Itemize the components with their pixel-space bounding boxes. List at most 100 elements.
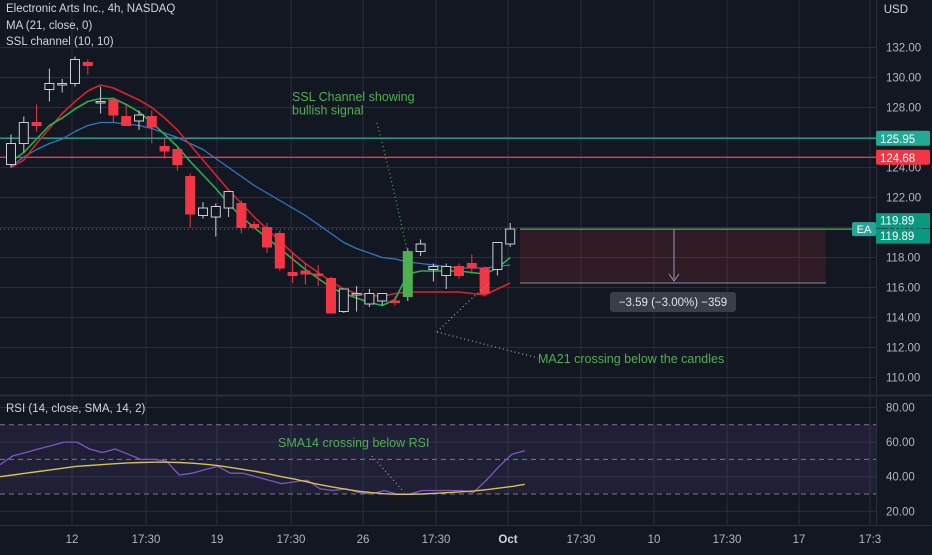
symbol-tag-label: EA bbox=[857, 224, 872, 236]
annotation-ssl-bullish-line: SSL Channel showing bbox=[292, 90, 415, 104]
candle bbox=[31, 104, 42, 132]
candle bbox=[428, 263, 439, 282]
time-axis-tick-label: 17:30 bbox=[132, 534, 161, 546]
annotation-sma14-leader bbox=[371, 455, 405, 493]
candle bbox=[6, 134, 16, 168]
candle-body bbox=[390, 300, 400, 303]
candle-body bbox=[287, 272, 298, 276]
price-line-tag-label: 124.68 bbox=[880, 153, 915, 165]
candle-body bbox=[300, 270, 311, 275]
candle-body bbox=[505, 228, 516, 245]
candle-body bbox=[415, 243, 426, 252]
ma21-line bbox=[10, 121, 511, 269]
candle bbox=[441, 263, 452, 289]
price-axis-tick-label: 128.00 bbox=[886, 103, 921, 115]
candle bbox=[402, 248, 413, 301]
candle bbox=[95, 86, 106, 114]
candle bbox=[326, 277, 336, 314]
candle-body bbox=[82, 62, 93, 66]
countdown-tag-label: 119.89 bbox=[880, 216, 914, 228]
candle bbox=[44, 68, 55, 102]
candle-body bbox=[236, 203, 247, 228]
rsi-axis-tick-label: 60.00 bbox=[886, 437, 915, 449]
candle bbox=[249, 221, 260, 229]
measure-arrow-head bbox=[668, 273, 680, 282]
ssl-green-line bbox=[10, 97, 511, 307]
candle-body bbox=[44, 83, 55, 90]
price-axis-tick-label: 116.00 bbox=[886, 283, 920, 295]
candle bbox=[479, 266, 490, 297]
candle bbox=[223, 191, 234, 217]
candle-body bbox=[70, 59, 80, 84]
last-price-tag bbox=[876, 228, 930, 244]
time-axis-tick-label: 17:30 bbox=[277, 534, 306, 546]
price-axis-tick-label: 112.00 bbox=[886, 343, 920, 355]
candle-body bbox=[492, 242, 503, 270]
candle bbox=[18, 116, 29, 153]
candle-body bbox=[95, 101, 106, 104]
price-axis-tick-label: 124.00 bbox=[886, 163, 921, 175]
price-line-tag bbox=[876, 130, 930, 146]
candle-body bbox=[377, 293, 388, 302]
candle bbox=[262, 223, 272, 253]
candle-body bbox=[210, 206, 221, 218]
rsi-legend: RSI (14, close, SMA, 14, 2) bbox=[6, 403, 146, 415]
candle-body bbox=[134, 114, 144, 122]
candle bbox=[287, 253, 298, 283]
time-axis-tick-label: 17:30 bbox=[567, 534, 596, 546]
candle bbox=[492, 242, 503, 276]
ssl-red-line bbox=[10, 84, 511, 298]
annotation-ma21-leader bbox=[436, 331, 539, 359]
rsi-sma-line bbox=[0, 461, 525, 495]
candle bbox=[185, 173, 196, 228]
candle-body bbox=[223, 191, 234, 209]
candle bbox=[390, 296, 400, 306]
time-axis-tick-label: 10 bbox=[648, 534, 661, 546]
candle bbox=[57, 79, 68, 93]
time-axis-tick-label: 17 bbox=[793, 534, 806, 546]
candle-body bbox=[31, 122, 42, 126]
time-axis-tick-label: 17:30 bbox=[713, 534, 742, 546]
rsi-axis-tick-label: 40.00 bbox=[886, 472, 915, 484]
time-axis-tick-label: 17:30 bbox=[422, 534, 451, 546]
candle-body bbox=[313, 273, 324, 276]
candle-body bbox=[198, 207, 208, 216]
candle bbox=[454, 263, 464, 279]
ma-legend: MA (21, close, 0) bbox=[6, 20, 93, 32]
measure-label-box bbox=[610, 292, 736, 312]
candle bbox=[505, 223, 516, 247]
candle-body bbox=[479, 267, 490, 294]
symbol-tag bbox=[852, 222, 876, 237]
candle bbox=[121, 104, 132, 126]
candle-body bbox=[146, 116, 157, 128]
price-axis-tick-label: 114.00 bbox=[886, 313, 920, 325]
candle bbox=[236, 200, 247, 234]
candle-body bbox=[172, 149, 183, 165]
candle bbox=[300, 263, 311, 285]
candle-body bbox=[326, 278, 336, 314]
candle bbox=[159, 139, 170, 159]
rsi-axis-tick-label: 20.00 bbox=[886, 506, 915, 518]
candle-body bbox=[466, 263, 477, 269]
price-line-tag-label: 125.95 bbox=[880, 134, 915, 146]
candle bbox=[351, 286, 362, 312]
candle bbox=[198, 202, 208, 219]
rsi-axis-tick-label: 80.00 bbox=[886, 403, 915, 415]
measure-box bbox=[520, 229, 826, 283]
symbol-title: Electronic Arts Inc., 4h, NASDAQ bbox=[6, 3, 176, 15]
candle-body bbox=[18, 122, 29, 144]
annotation-ssl-bullish: SSL Channel showing bullish signal bbox=[292, 90, 415, 118]
countdown-tag bbox=[876, 213, 930, 229]
candle bbox=[313, 265, 324, 286]
currency-label: USD bbox=[883, 4, 908, 16]
price-axis-tick-label: 122.00 bbox=[886, 193, 921, 205]
time-axis-tick-label: 17:3 bbox=[859, 534, 881, 546]
price-axis-tick-label: 130.00 bbox=[886, 73, 921, 85]
candle-body bbox=[108, 99, 119, 116]
candle-body bbox=[274, 233, 285, 269]
candle-body bbox=[402, 251, 413, 297]
candle bbox=[210, 203, 221, 237]
candle bbox=[134, 110, 144, 130]
